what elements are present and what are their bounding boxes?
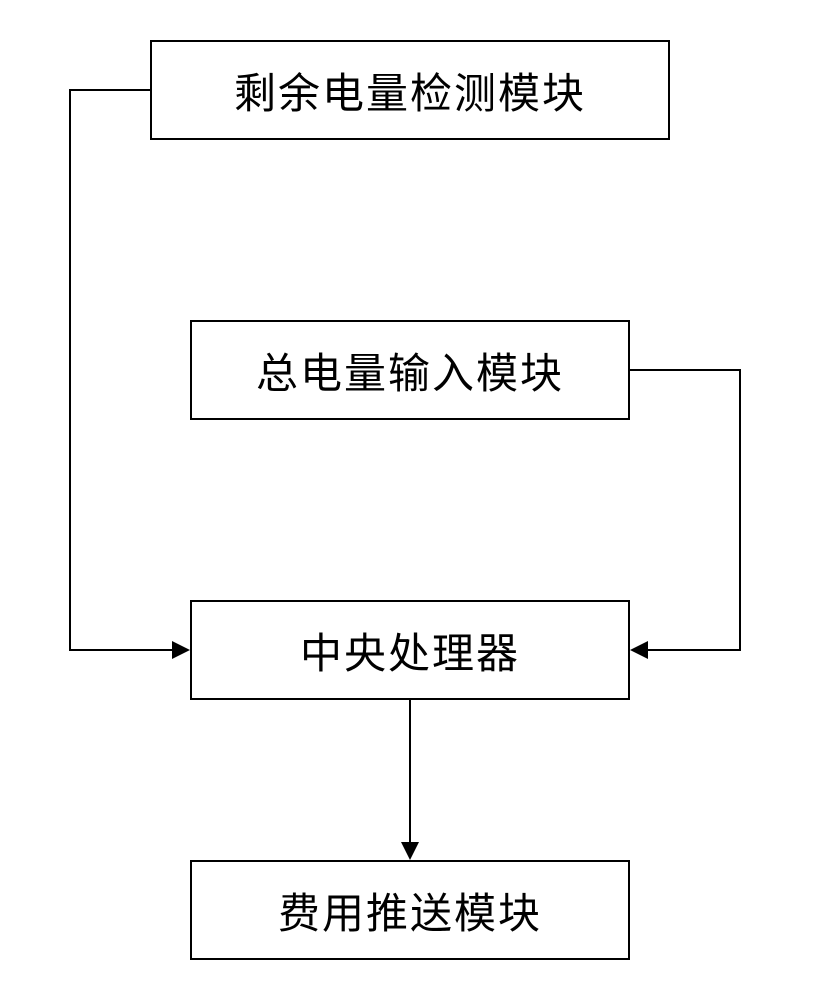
node-box2: 总电量输入模块 [190, 320, 630, 420]
node-box3-label: 中央处理器 [300, 620, 520, 681]
node-box2-label: 总电量输入模块 [256, 340, 564, 401]
connectors-svg [0, 0, 817, 1000]
node-box1: 剩余电量检测模块 [150, 40, 670, 140]
edge-box2-box3 [630, 370, 740, 659]
node-box3: 中央处理器 [190, 600, 630, 700]
edge-box3-box4 [401, 700, 419, 860]
node-box1-label: 剩余电量检测模块 [234, 60, 586, 121]
node-box4: 费用推送模块 [190, 860, 630, 960]
edge-box1-box3 [70, 90, 190, 659]
node-box4-label: 费用推送模块 [278, 880, 542, 941]
